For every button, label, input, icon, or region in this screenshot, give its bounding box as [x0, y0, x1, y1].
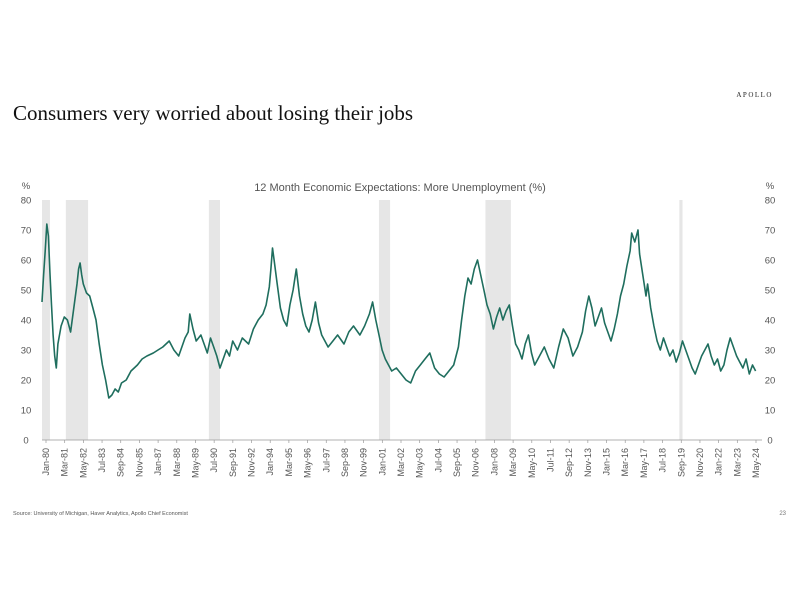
x-tick-label-26: May-10	[527, 448, 537, 478]
y-tick-left-60: 60	[21, 256, 32, 267]
x-tick-label-16: Sep-98	[340, 448, 350, 477]
recession-band-1	[65, 200, 89, 440]
x-tick-label-5: Nov-85	[134, 448, 144, 477]
source-note: Source: University of Michigan, Haver An…	[13, 511, 188, 517]
recession-band-2	[208, 200, 221, 440]
y-tick-left-20: 20	[21, 376, 32, 387]
x-tick-label-22: Sep-05	[452, 448, 462, 477]
x-tick-label-29: Nov-13	[583, 448, 593, 477]
x-axis: Jan-80 Mar-81 May-82 Jul-83 Sep-84 Nov-85 Jan-…	[41, 439, 762, 478]
y-axis-right: 0 10 20 30 40 50 60 70 80	[765, 196, 776, 447]
recession-band-3	[378, 200, 391, 440]
x-tick-label-37: Mar-23	[732, 448, 742, 477]
recession-band-0	[42, 200, 50, 440]
y-axis-unit-left: %	[22, 181, 31, 192]
x-tick-label-4: Sep-84	[116, 448, 126, 477]
x-tick-label-17: Nov-99	[359, 448, 369, 477]
x-tick-label-18: Jan-01	[377, 448, 387, 476]
y-tick-right-30: 30	[765, 346, 776, 357]
y-tick-left-10: 10	[21, 406, 32, 417]
x-tick-label-11: Nov-92	[247, 448, 257, 477]
x-tick-label-6: Jan-87	[153, 448, 163, 476]
recession-bands	[42, 200, 683, 440]
y-tick-right-70: 70	[765, 226, 776, 237]
x-tick-label-15: Jul-97	[321, 448, 331, 473]
x-tick-label-23: Nov-06	[471, 448, 481, 477]
series-line-0	[41, 223, 757, 399]
x-tick-label-34: Sep-19	[676, 448, 686, 477]
x-tick-label-25: Mar-09	[508, 448, 518, 477]
x-tick-label-24: Jan-08	[489, 448, 499, 476]
x-tick-label-35: Nov-20	[695, 448, 705, 477]
y-tick-right-0: 0	[767, 436, 772, 447]
y-tick-left-30: 30	[21, 346, 32, 357]
x-tick-label-3: Jul-83	[97, 448, 107, 473]
y-tick-left-0: 0	[23, 436, 28, 447]
y-tick-right-20: 20	[765, 376, 776, 387]
x-tick-label-2: May-82	[78, 448, 88, 478]
x-tick-label-28: Sep-12	[564, 448, 574, 477]
y-tick-left-50: 50	[21, 286, 32, 297]
page-number: 23	[779, 511, 786, 517]
y-tick-left-40: 40	[21, 316, 32, 327]
y-axis-left: 0 10 20 30 40 50 60 70 80	[21, 196, 32, 447]
page-title: Consumers very worried about losing thei…	[13, 101, 414, 125]
y-tick-right-60: 60	[765, 256, 776, 267]
x-tick-label-33: Jul-18	[658, 448, 668, 473]
y-tick-right-40: 40	[765, 316, 776, 327]
y-axis-unit-right: %	[766, 181, 775, 192]
chart-container: 12 Month Economic Expectations: More Une…	[0, 170, 800, 500]
x-tick-label-36: Jan-22	[714, 448, 724, 476]
y-tick-right-80: 80	[765, 196, 776, 207]
chart-title: 12 Month Economic Expectations: More Une…	[254, 182, 546, 194]
y-tick-left-70: 70	[21, 226, 32, 237]
x-tick-label-19: Mar-02	[396, 448, 406, 477]
x-tick-label-12: Jan-94	[265, 448, 275, 476]
y-tick-right-10: 10	[765, 406, 776, 417]
x-tick-label-20: May-03	[415, 448, 425, 478]
x-tick-label-13: Mar-95	[284, 448, 294, 477]
series-layer	[41, 223, 757, 399]
x-tick-label-32: May-17	[639, 448, 649, 478]
brand-logo: APOLLO	[736, 91, 773, 99]
x-tick-label-9: Jul-90	[209, 448, 219, 473]
x-tick-label-14: May-96	[303, 448, 313, 478]
x-tick-label-31: Mar-16	[620, 448, 630, 477]
recession-band-5	[679, 200, 683, 440]
y-tick-right-50: 50	[765, 286, 776, 297]
x-tick-label-8: May-89	[190, 448, 200, 478]
x-tick-label-10: Sep-91	[228, 448, 238, 477]
x-tick-label-7: Mar-88	[172, 448, 182, 477]
x-tick-label-1: Mar-81	[60, 448, 70, 477]
x-tick-label-30: Jan-15	[602, 448, 612, 476]
x-tick-label-21: Jul-04	[433, 448, 443, 473]
x-tick-label-27: Jul-11	[545, 448, 555, 472]
recession-band-4	[485, 200, 511, 440]
line-chart: 12 Month Economic Expectations: More Une…	[21, 181, 776, 478]
x-tick-label-38: May-24	[751, 448, 761, 478]
y-tick-left-80: 80	[21, 196, 32, 207]
x-tick-label-0: Jan-80	[41, 448, 51, 476]
